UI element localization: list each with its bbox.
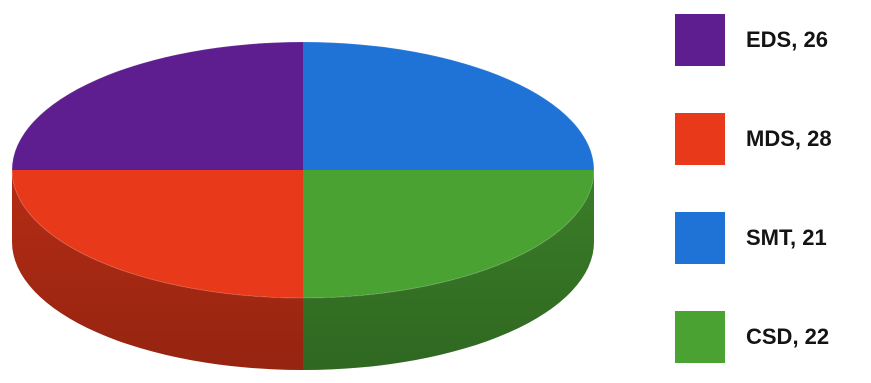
legend-item-smt: SMT, 21 — [675, 212, 865, 264]
pie-chart — [11, 41, 595, 370]
pie-side-shade-mds — [12, 170, 303, 370]
legend-label-eds: EDS, 26 — [746, 27, 828, 52]
pie-rim — [11, 41, 595, 299]
pie-slice-mds — [12, 170, 303, 298]
pie-top-group — [11, 41, 595, 299]
legend-item-eds: EDS, 26 — [675, 14, 865, 66]
legend-item-mds: MDS, 28 — [675, 113, 865, 165]
legend-label-csd: CSD, 22 — [746, 324, 830, 349]
legend-item-csd: CSD, 22 — [675, 311, 865, 363]
legend-swatch-eds — [675, 14, 725, 66]
pie-slice-csd — [303, 170, 594, 298]
pie-slice-eds — [12, 42, 303, 170]
legend-label-smt: SMT, 21 — [746, 225, 827, 250]
pie-side-group — [12, 170, 594, 370]
legend: EDS, 26 MDS, 28 SMT, 21 CSD, 22 — [675, 0, 865, 383]
pie-slice-smt — [303, 42, 594, 170]
legend-swatch-mds — [675, 113, 725, 165]
legend-label-mds: MDS, 28 — [746, 126, 832, 151]
pie-side-shade-csd — [303, 170, 594, 370]
legend-swatch-csd — [675, 311, 725, 363]
legend-swatch-smt — [675, 212, 725, 264]
